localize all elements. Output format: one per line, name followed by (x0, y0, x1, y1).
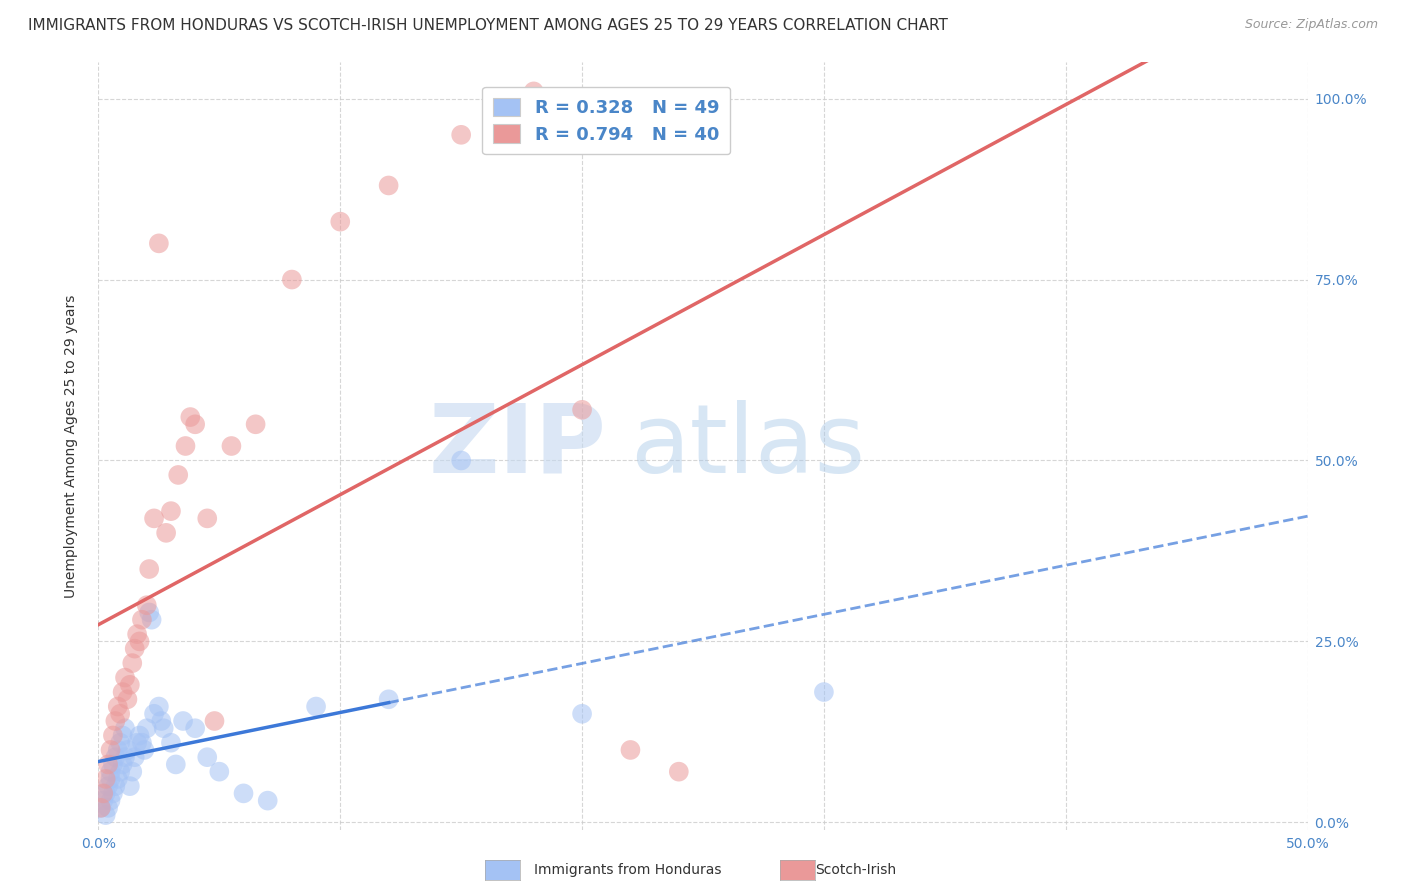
Point (245, 417, 267, 432)
Point (97, 757, 120, 772)
Point (148, 236, 170, 251)
Point (104, 779, 127, 793)
Point (108, 764, 131, 779)
Point (143, 511, 166, 525)
Point (111, 685, 134, 699)
Point (128, 729, 150, 743)
Point (101, 729, 124, 743)
Point (97, 779, 120, 793)
Point (118, 678, 141, 692)
Point (90, 801, 112, 815)
Point (128, 634, 150, 648)
Point (138, 606, 160, 620)
Point (100, 764, 122, 779)
Point (101, 786, 124, 800)
Point (107, 699, 129, 714)
Point (100, 743, 122, 757)
Point (135, 598, 157, 612)
Point (94, 808, 117, 822)
Point (377, 178, 399, 193)
Point (138, 562, 160, 576)
Point (111, 757, 134, 772)
Point (329, 214, 352, 228)
Point (135, 721, 157, 735)
Point (114, 750, 136, 764)
Point (195, 511, 218, 525)
Point (143, 706, 166, 721)
Point (281, 272, 304, 286)
Point (208, 764, 231, 779)
Point (127, 736, 149, 750)
Point (104, 714, 127, 728)
Point (141, 613, 163, 627)
Point (160, 736, 183, 750)
Point (619, 743, 641, 757)
Point (131, 613, 153, 627)
Point (114, 721, 136, 735)
Point (134, 743, 156, 757)
Text: ZIP: ZIP (429, 400, 606, 492)
Point (571, 402, 593, 417)
Point (124, 641, 146, 656)
Text: Source: ZipAtlas.com: Source: ZipAtlas.com (1244, 18, 1378, 31)
Point (118, 779, 141, 793)
Point (124, 750, 146, 764)
Point (131, 736, 153, 750)
Point (184, 417, 207, 432)
Point (104, 750, 127, 764)
Text: atlas: atlas (630, 400, 866, 492)
Point (100, 772, 122, 786)
Point (97, 801, 120, 815)
Point (108, 736, 131, 750)
Point (523, 84, 546, 98)
Point (172, 714, 194, 728)
Legend: R = 0.328   N = 49, R = 0.794   N = 40: R = 0.328 N = 49, R = 0.794 N = 40 (482, 87, 730, 154)
Y-axis label: Unemployment Among Ages 25 to 29 years: Unemployment Among Ages 25 to 29 years (63, 294, 77, 598)
Point (121, 764, 143, 779)
Point (117, 692, 139, 706)
Point (100, 794, 122, 808)
Text: Scotch-Irish: Scotch-Irish (815, 863, 897, 877)
Point (174, 439, 197, 453)
Point (150, 714, 173, 728)
Point (111, 729, 134, 743)
Point (107, 772, 129, 786)
Point (121, 656, 143, 670)
Point (108, 706, 131, 721)
Point (91, 786, 114, 800)
Point (155, 525, 177, 540)
Point (91, 794, 114, 808)
Point (107, 743, 129, 757)
Point (167, 467, 190, 482)
Point (305, 699, 328, 714)
Point (571, 706, 593, 721)
Point (256, 794, 278, 808)
Point (668, 764, 690, 779)
Point (377, 692, 399, 706)
Point (117, 743, 139, 757)
Point (94, 772, 117, 786)
Point (90, 801, 112, 815)
Point (195, 750, 218, 764)
Point (127, 627, 149, 641)
Point (148, 699, 170, 714)
Point (450, 453, 472, 467)
Point (165, 757, 187, 772)
Point (101, 757, 124, 772)
Point (184, 721, 207, 735)
Point (450, 128, 472, 142)
Text: Immigrants from Honduras: Immigrants from Honduras (534, 863, 721, 877)
Point (204, 714, 226, 728)
Point (179, 410, 201, 425)
Point (114, 671, 136, 685)
Text: IMMIGRANTS FROM HONDURAS VS SCOTCH-IRISH UNEMPLOYMENT AMONG AGES 25 TO 29 YEARS : IMMIGRANTS FROM HONDURAS VS SCOTCH-IRISH… (28, 18, 948, 33)
Point (152, 721, 174, 735)
Point (221, 439, 243, 453)
Point (813, 685, 835, 699)
Point (94, 786, 117, 800)
Point (232, 786, 254, 800)
Point (160, 504, 183, 518)
